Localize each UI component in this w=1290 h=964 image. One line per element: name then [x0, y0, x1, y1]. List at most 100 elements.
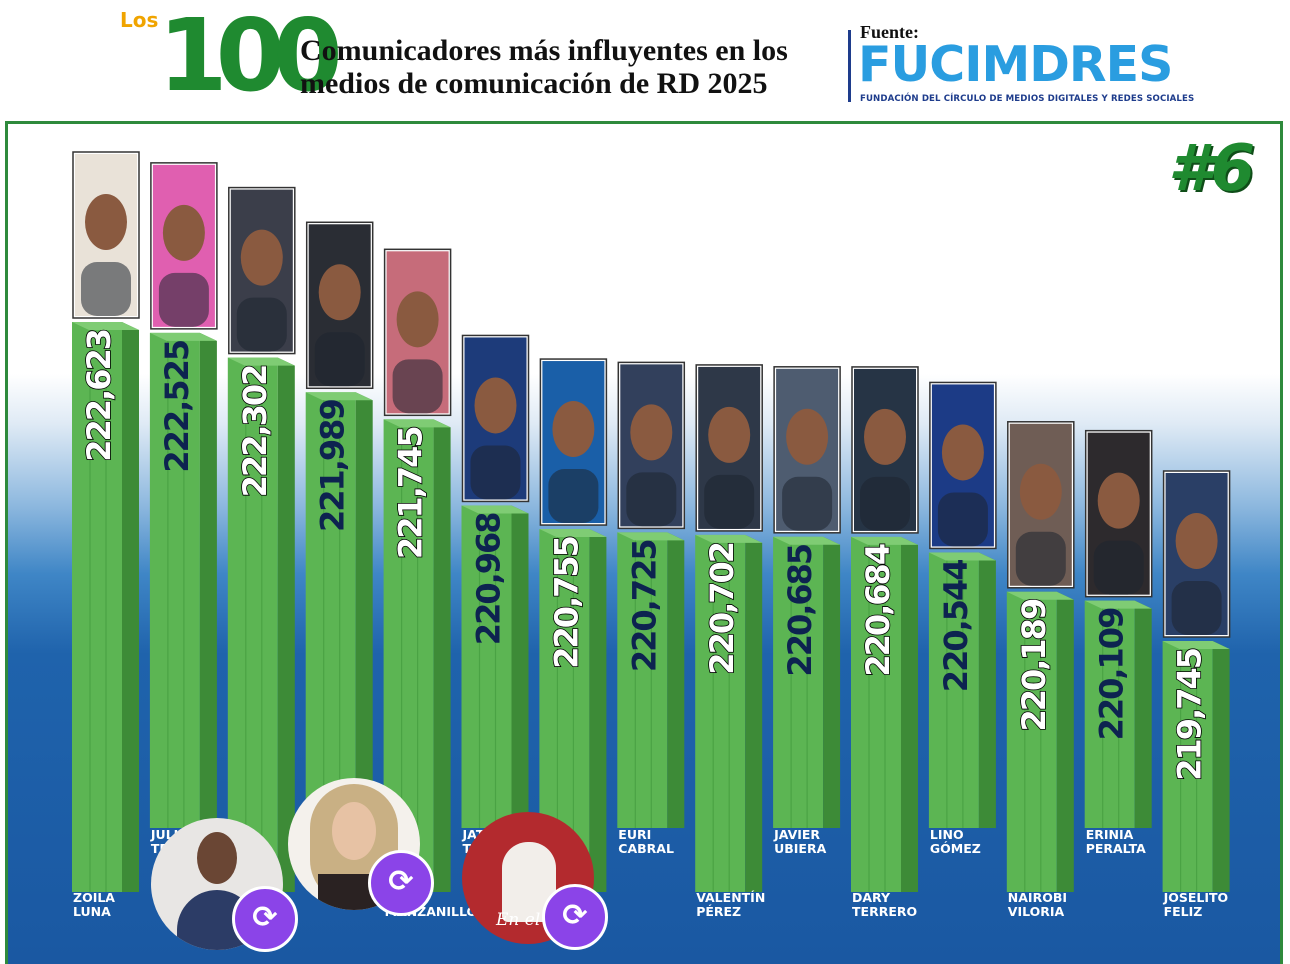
bar-side-1: [199, 332, 217, 828]
value-label-14: 219,745: [1171, 648, 1209, 780]
category-label-9: JAVIER: [773, 827, 820, 842]
bar-top-5: [461, 505, 529, 514]
value-label-10: 220,684: [859, 544, 897, 676]
category-label-11: LINO: [930, 827, 964, 842]
bar-top-11: [928, 552, 996, 561]
portrait-body-4: [392, 359, 443, 414]
value-label-5: 220,968: [470, 513, 508, 645]
value-label-11: 220,544: [937, 560, 975, 692]
value-label-8: 220,702: [703, 543, 741, 675]
portrait-face-7: [630, 404, 673, 461]
bar-side-2: [277, 357, 295, 892]
portrait-face-5: [474, 377, 517, 434]
bar-top-13: [1084, 600, 1152, 609]
page-title: Comunicadores más influyentes en los med…: [300, 34, 860, 100]
portrait-face-14: [1175, 513, 1218, 569]
bar-top-9: [773, 536, 841, 545]
bar-5: [461, 505, 512, 828]
bar-side-6: [589, 529, 607, 892]
bar-top-7: [617, 532, 685, 541]
category-label-10: DARY: [852, 890, 891, 905]
bar-1: [149, 332, 200, 828]
bar-9: [773, 536, 824, 828]
category-label-13: ERINIA: [1086, 827, 1134, 842]
bar-side-12: [1056, 591, 1074, 892]
category-label-9: UBIERA: [774, 841, 826, 856]
category-label-7: EURI: [618, 827, 651, 842]
portrait-face-10: [864, 408, 906, 465]
portrait-body-9: [782, 476, 833, 531]
header-divider: [848, 30, 851, 102]
source-logo: FUCIMDRES: [858, 36, 1173, 93]
los-label: Los: [120, 8, 159, 32]
category-label-12: NAIROBI: [1008, 890, 1067, 905]
category-label-13: PERALTA: [1086, 841, 1146, 856]
portrait-body-3: [314, 332, 365, 387]
bar-side-4: [433, 419, 451, 892]
svg-text:100: 100: [158, 2, 338, 98]
avatar-caption: En el li: [496, 910, 557, 930]
portrait-face-3: [318, 264, 361, 321]
category-label-14: FELIZ: [1164, 904, 1203, 919]
category-label-8: VALENTÍN: [696, 890, 765, 905]
repost-arrows-icon[interactable]: ⟳: [542, 884, 608, 950]
portrait-face-12: [1019, 463, 1062, 520]
bar-7: [617, 532, 668, 828]
bar-2: [227, 357, 278, 892]
bar-13: [1084, 600, 1135, 828]
repost-arrows-icon[interactable]: ⟳: [232, 886, 298, 952]
portrait-body-2: [236, 297, 287, 352]
portrait-body-10: [860, 476, 910, 531]
bar-14: [1162, 641, 1213, 892]
bar-top-0: [72, 322, 139, 330]
bar-3: [305, 392, 356, 828]
bar-10: [851, 536, 901, 892]
value-label-6: 220,755: [547, 536, 585, 668]
category-label-14: JOSELITO: [1163, 890, 1229, 905]
portrait-body-5: [470, 445, 521, 500]
value-label-4: 221,745: [392, 427, 430, 559]
category-label-11: GÓMEZ: [930, 841, 981, 856]
portrait-body-1: [158, 272, 209, 327]
category-label-8: PÉREZ: [696, 904, 741, 919]
bar-side-14: [1212, 641, 1230, 892]
bar-12: [1006, 591, 1057, 892]
avatar-face-shape: [332, 802, 376, 860]
bar-8: [695, 534, 746, 892]
avatar-head-shape: [197, 832, 237, 884]
category-label-0: LUNA: [73, 904, 111, 919]
category-label-7: CABRAL: [618, 841, 674, 856]
logo-100: 100: [158, 2, 350, 98]
bar-top-10: [851, 536, 918, 545]
value-label-13: 220,109: [1093, 608, 1131, 740]
rank-number: #6: [1168, 132, 1255, 206]
repost-arrows-icon[interactable]: ⟳: [368, 850, 434, 916]
title-line-2: medios de comunicación de RD 2025: [300, 67, 768, 100]
portrait-body-11: [937, 492, 988, 547]
bar-0: [72, 322, 122, 892]
value-label-2: 222,302: [236, 366, 274, 498]
bar-top-3: [305, 392, 373, 401]
value-label-0: 222,623: [80, 330, 118, 462]
portrait-body-6: [548, 469, 599, 524]
portrait-face-8: [708, 406, 751, 463]
bar-top-6: [539, 529, 607, 538]
portrait-face-4: [396, 291, 439, 348]
portrait-face-0: [85, 194, 127, 250]
bar-side-8: [745, 534, 763, 892]
portrait-body-14: [1171, 581, 1222, 635]
portrait-face-11: [941, 424, 984, 481]
bar-side-11: [978, 552, 996, 828]
portrait-face-2: [240, 229, 283, 286]
bar-top-8: [695, 534, 763, 543]
portrait-body-13: [1093, 540, 1144, 595]
source-full-name: FUNDACIÓN DEL CÍRCULO DE MEDIOS DIGITALE…: [860, 94, 1195, 104]
bar-side-5: [511, 505, 529, 828]
value-label-7: 220,725: [625, 540, 663, 672]
value-label-3: 221,989: [314, 400, 352, 532]
value-label-1: 222,525: [158, 340, 196, 472]
portrait-body-7: [626, 472, 677, 527]
portrait-body-8: [704, 474, 755, 529]
bar-top-2: [227, 357, 295, 366]
bar-side-10: [901, 536, 918, 892]
